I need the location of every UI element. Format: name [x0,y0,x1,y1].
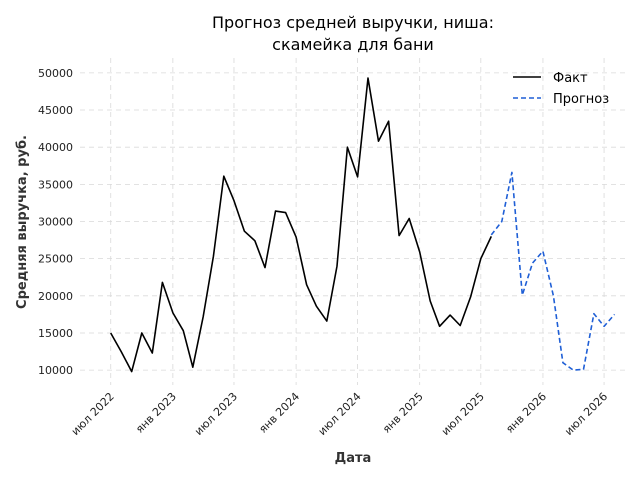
x-tick-label: июл 2023 [192,390,240,438]
x-axis-label: Дата [335,451,372,466]
y-tick-label: 30000 [38,216,73,229]
chart-title-line-1: Прогноз средней выручки, ниша: [212,13,494,32]
y-axis-label: Средняя выручка, руб. [15,135,30,309]
y-tick-label: 15000 [38,327,73,340]
chart-title-line-2: скамейка для бани [272,35,434,54]
grid [80,58,625,385]
x-tick-label: янв 2026 [503,390,549,436]
y-tick-label: 10000 [38,364,73,377]
legend-label-forecast: Прогноз [553,92,609,107]
y-tick-label: 45000 [38,104,73,117]
x-tick-label: июл 2025 [439,390,487,438]
y-tick-label: 40000 [38,141,73,154]
x-tick-label: янв 2023 [133,390,179,436]
x-tick-label: июл 2024 [316,390,364,438]
x-tick-label: янв 2025 [380,390,426,436]
x-tick-label: июл 2026 [562,390,610,438]
legend-label-fact: Факт [553,71,588,86]
y-tick-label: 25000 [38,253,73,266]
y-tick-label: 50000 [38,67,73,80]
x-tick-label: июл 2022 [69,390,117,438]
series-line-forecast [490,171,616,371]
y-axis-ticks: 10000 15000 20000 25000 30000 35000 40000 45000… [38,67,73,377]
y-tick-label: 20000 [38,290,73,303]
legend: Факт Прогноз [513,71,609,107]
y-tick-label: 35000 [38,178,73,191]
x-axis-ticks: июл 2022 янв 2023 июл 2023 янв 2024 июл 2024… [69,390,610,438]
series-line-fact [110,77,493,373]
series-lines [110,77,616,373]
x-tick-label: янв 2024 [256,390,302,436]
